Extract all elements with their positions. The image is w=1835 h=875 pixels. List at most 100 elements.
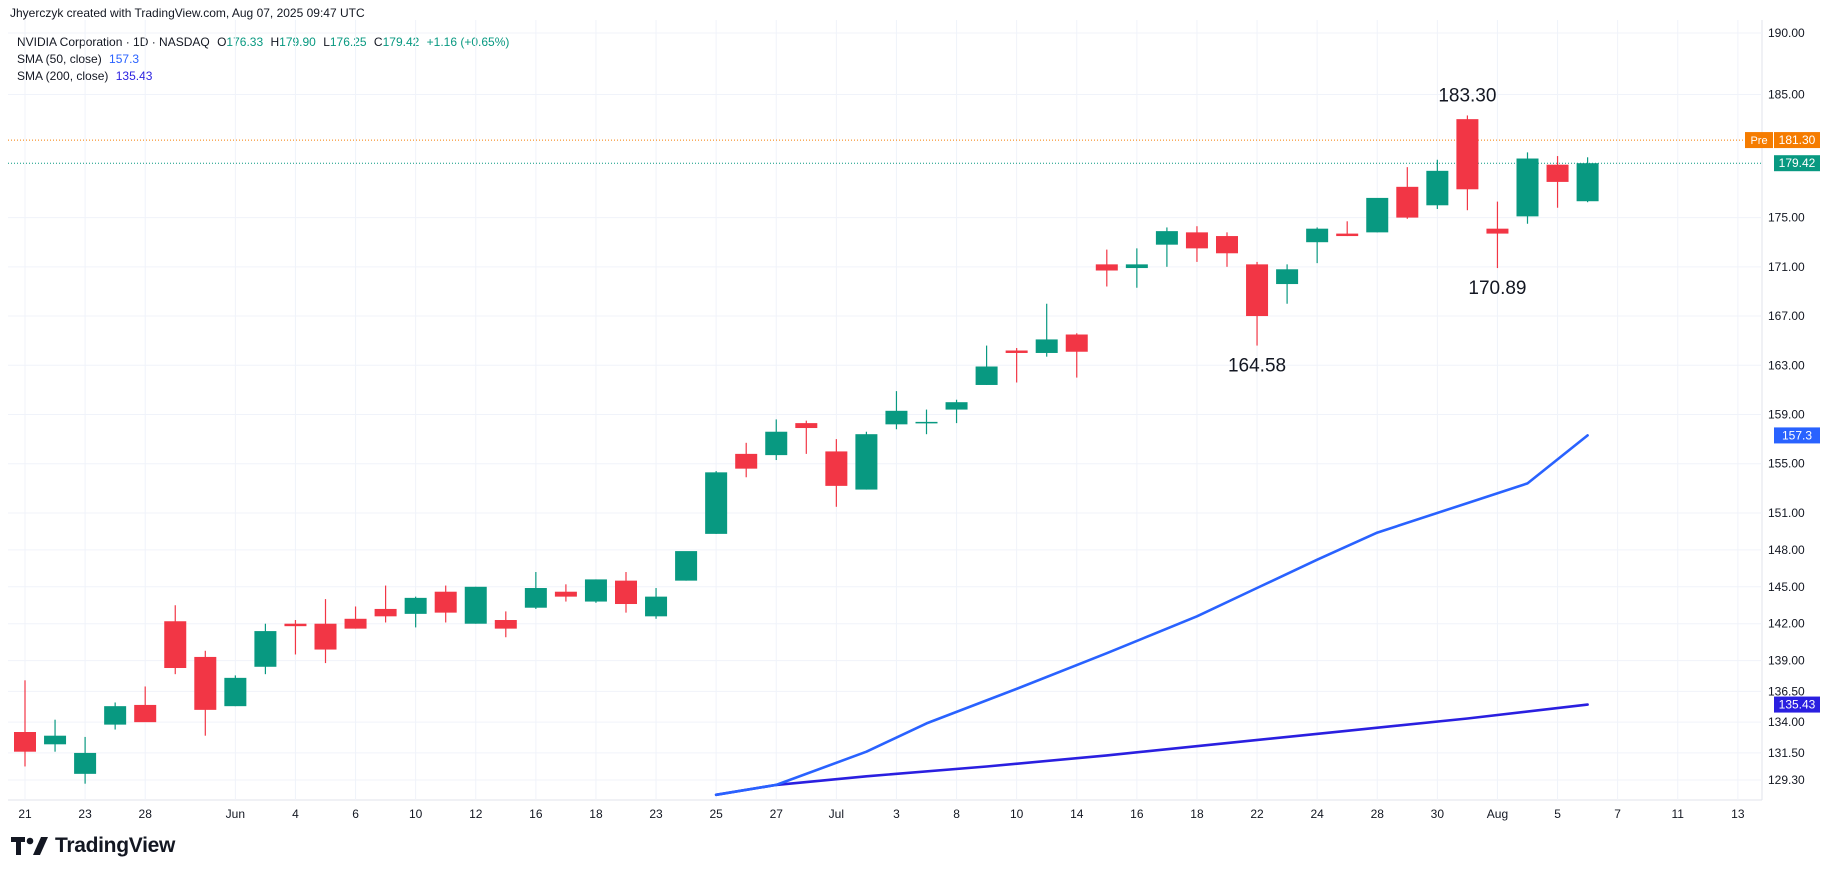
candle-down: [1216, 232, 1238, 267]
candle-up: [885, 391, 908, 430]
candle-body: [524, 588, 547, 608]
legend-close-value: 179.42: [382, 35, 420, 49]
candle-down: [494, 611, 517, 638]
chart-caption: Jhyerczyk created with TradingView.com, …: [10, 6, 365, 20]
candle-body: [1125, 264, 1148, 269]
price-tick-label: 190.00: [1768, 26, 1805, 40]
candle-down: [1396, 167, 1419, 219]
price-tick-label: 171.00: [1768, 260, 1805, 274]
candle-up: [404, 596, 427, 628]
candle-up: [104, 702, 127, 730]
legend-close: C179.42: [374, 35, 419, 49]
candle-down: [1005, 348, 1028, 383]
candle-up: [945, 399, 968, 424]
candle-body: [464, 586, 487, 624]
candle-body: [1095, 264, 1118, 271]
candle-up: [1426, 159, 1449, 209]
candle-body: [254, 631, 277, 667]
candle-down: [825, 439, 848, 507]
price-tick-label: 134.00: [1768, 715, 1805, 729]
candle-body: [1035, 339, 1058, 353]
candle-body: [1396, 186, 1419, 218]
legend-sma200-value: 135.43: [115, 69, 153, 83]
candle-body: [915, 421, 938, 424]
candle-up: [1035, 303, 1058, 357]
candle-body: [1005, 350, 1028, 353]
candle-up: [74, 736, 97, 784]
candle-down: [164, 605, 187, 675]
time-tick-label: 25: [709, 807, 723, 821]
time-tick-label: 16: [1130, 807, 1144, 821]
price-tag-bg: [1774, 696, 1820, 713]
candle-down: [1336, 221, 1359, 237]
candle-down: [795, 420, 818, 454]
time-tick-label: 18: [589, 807, 603, 821]
legend-sma50-label: SMA (50, close): [17, 52, 102, 66]
time-tick-label: 22: [1250, 807, 1264, 821]
time-tick-label: Jul: [829, 807, 844, 821]
legend-symbol[interactable]: NVIDIA Corporation · 1D · NASDAQ: [17, 35, 210, 49]
time-tick-label: 24: [1310, 807, 1324, 821]
time-axis: 21 23 28 Jun 4 6 10 12 16 18 23 25 27 Jul 3 8 10 14 16 18 22…: [18, 807, 1745, 821]
time-tick-label: 6: [352, 807, 359, 821]
price-tag: 135.43: [1779, 698, 1816, 712]
candle-body: [1516, 158, 1539, 217]
candle-up: [464, 586, 487, 624]
price-tick-label: 136.50: [1768, 684, 1805, 698]
candle-body: [44, 735, 67, 745]
legend-high-label: H: [270, 35, 280, 49]
candle-body: [1426, 170, 1449, 206]
candle-up: [675, 551, 698, 581]
tradingview-logo[interactable]: TradingView: [11, 834, 175, 858]
time-tick-label: Aug: [1487, 807, 1508, 821]
time-tick-label: Jun: [226, 807, 245, 821]
candle-up: [1576, 157, 1599, 203]
time-tick-label: 12: [469, 807, 483, 821]
price-tick-label: 163.00: [1768, 358, 1805, 372]
candle-down: [735, 442, 758, 478]
price-tick-label: 167.00: [1768, 309, 1805, 323]
candle-body: [194, 656, 217, 710]
time-tick-label: 8: [953, 807, 960, 821]
time-tick-label: 10: [1010, 807, 1024, 821]
candle-body: [1306, 228, 1329, 243]
price-tick-label: 145.00: [1768, 580, 1805, 594]
candle-up: [1125, 248, 1148, 288]
time-tick-label: 23: [649, 807, 663, 821]
candle-body: [975, 366, 998, 385]
candle-down: [554, 584, 577, 602]
candle-up: [1155, 227, 1178, 267]
legend-change: +1.16 (+0.65%): [426, 35, 510, 49]
price-tag-bg: [1774, 155, 1820, 172]
candle-body: [14, 732, 36, 752]
price-tick-label: 155.00: [1768, 457, 1805, 471]
price-tag: 181.30: [1779, 133, 1816, 147]
candle-body: [615, 580, 637, 605]
candle-body: [434, 591, 457, 613]
legend-low-label: L: [323, 35, 330, 49]
candle-body: [1185, 232, 1208, 249]
sma200-layer: [714, 703, 1589, 797]
candle-body: [1246, 264, 1269, 317]
candle-down: [134, 686, 157, 723]
legend-sma50-value: 157.3: [109, 52, 140, 66]
time-tick-label: 13: [1731, 807, 1745, 821]
legend-sma50-row[interactable]: SMA (50, close) 157.3: [17, 51, 513, 68]
time-tick-label: 23: [78, 807, 92, 821]
candle-up: [1366, 197, 1389, 233]
candle-body: [795, 423, 818, 429]
price-axis: 190.00 185.00 175.00 171.00 167.00 163.00 159.…: [1768, 26, 1805, 787]
candle-body: [705, 472, 728, 534]
candle-up: [645, 588, 668, 619]
candle-body: [735, 453, 758, 469]
time-tick-label: 14: [1070, 807, 1084, 821]
candle-down: [14, 680, 36, 767]
price-tick-label: 139.00: [1768, 654, 1805, 668]
time-tick-label: 16: [529, 807, 543, 821]
candle-body: [675, 551, 698, 581]
chart-grid: [8, 20, 1763, 801]
candle-body: [164, 621, 187, 669]
candle-down: [1065, 333, 1088, 378]
candle-body: [1576, 163, 1599, 202]
